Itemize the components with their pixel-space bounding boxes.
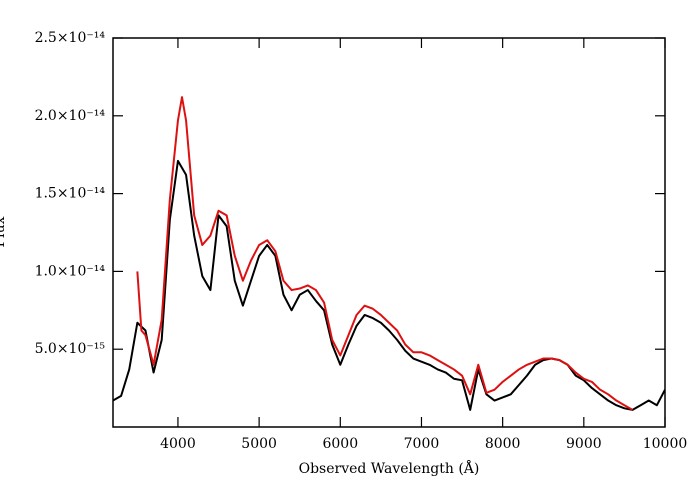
x-tick-label: 5000 xyxy=(241,436,277,452)
y-tick-label: 2.5×10⁻¹⁴ xyxy=(35,30,106,46)
spectrum-line xyxy=(136,96,634,411)
x-tick-label: 7000 xyxy=(404,436,440,452)
spectrum-line xyxy=(113,159,665,411)
y-axis-label: Flux xyxy=(0,216,8,247)
x-tick-label: 9000 xyxy=(566,436,602,452)
x-tick-label: 10000 xyxy=(643,436,688,452)
y-tick-label: 5.0×10⁻¹⁵ xyxy=(35,341,106,357)
y-tick-label: 2.0×10⁻¹⁴ xyxy=(35,108,106,124)
plot-frame xyxy=(112,37,666,428)
x-tick-label: 4000 xyxy=(160,436,196,452)
y-tick-label: 1.0×10⁻¹⁴ xyxy=(35,263,106,279)
y-tick-label: 1.5×10⁻¹⁴ xyxy=(35,186,106,202)
x-tick-label: 6000 xyxy=(322,436,358,452)
x-tick-label: 8000 xyxy=(485,436,521,452)
x-axis-label: Observed Wavelength (Å) xyxy=(299,459,480,477)
